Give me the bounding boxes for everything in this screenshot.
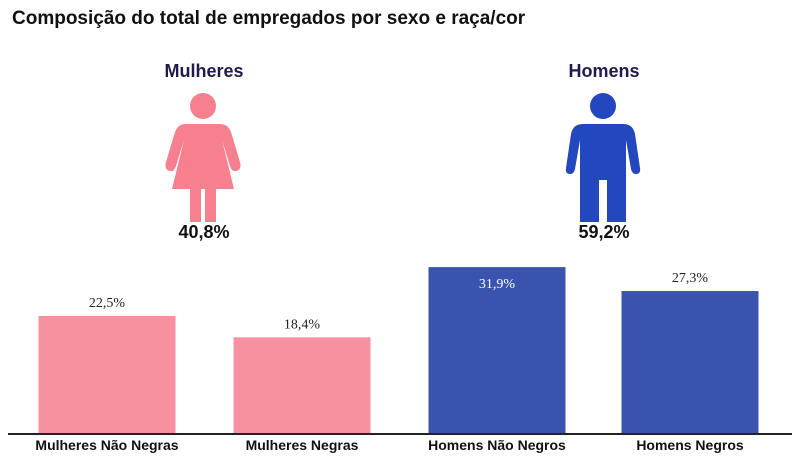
bar-2	[233, 337, 371, 433]
female-person-icon	[165, 93, 241, 222]
data-label: 22,5%	[89, 296, 126, 311]
men-percentage: 59,2%	[578, 222, 630, 242]
bar-4	[621, 291, 759, 433]
data-label: 18,4%	[284, 317, 321, 332]
bar-1	[38, 316, 176, 433]
women-percentage: 40,8%	[178, 222, 230, 242]
data-label: 31,9%	[479, 277, 516, 292]
category-label: Homens Não Negros	[428, 437, 566, 453]
male-person-icon	[565, 93, 641, 222]
category-label: Mulheres Negras	[246, 437, 359, 453]
chart-title: Composição do total de empregados por se…	[12, 8, 526, 29]
women-label: Mulheres	[164, 61, 244, 81]
category-label: Mulheres Não Negras	[35, 437, 178, 453]
bar-3	[428, 267, 566, 433]
category-label: Homens Negros	[636, 437, 744, 453]
data-label: 27,3%	[672, 271, 709, 286]
men-label: Homens	[568, 61, 640, 81]
